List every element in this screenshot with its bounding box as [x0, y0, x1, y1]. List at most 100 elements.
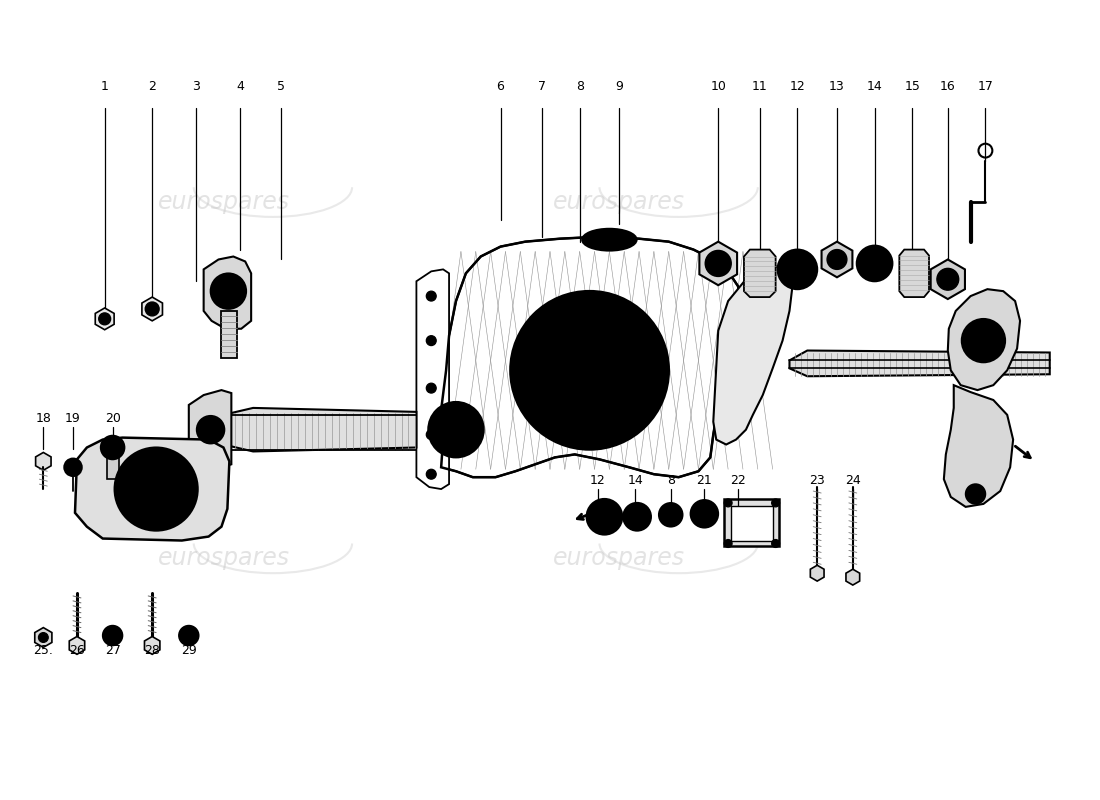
Circle shape: [785, 258, 810, 282]
Text: 18: 18: [35, 412, 52, 425]
Circle shape: [108, 630, 118, 641]
Circle shape: [427, 291, 437, 301]
Polygon shape: [931, 259, 965, 299]
Circle shape: [696, 506, 713, 522]
Circle shape: [102, 626, 122, 646]
Circle shape: [624, 503, 651, 530]
Text: 14: 14: [627, 474, 644, 487]
Text: 5: 5: [277, 80, 285, 94]
Text: 13: 13: [829, 80, 845, 94]
Polygon shape: [142, 297, 163, 321]
Text: 22: 22: [730, 474, 746, 487]
Bar: [732, 506, 772, 541]
Polygon shape: [846, 570, 860, 585]
Circle shape: [629, 509, 645, 525]
Text: 23: 23: [810, 474, 825, 487]
Circle shape: [827, 250, 847, 270]
Circle shape: [64, 458, 81, 476]
Text: 29: 29: [180, 644, 197, 658]
Polygon shape: [790, 350, 1049, 376]
Text: 20: 20: [104, 412, 121, 425]
Circle shape: [129, 462, 184, 517]
Circle shape: [530, 311, 649, 430]
Polygon shape: [69, 637, 85, 654]
Text: 16: 16: [939, 80, 956, 94]
Circle shape: [99, 313, 111, 325]
Polygon shape: [35, 628, 52, 647]
Bar: [724, 499, 779, 546]
Text: 1: 1: [101, 80, 109, 94]
Text: 15: 15: [904, 80, 920, 94]
Text: 21: 21: [696, 474, 713, 487]
Circle shape: [39, 633, 48, 642]
Text: eurospares: eurospares: [553, 190, 685, 214]
Bar: [107, 447, 119, 479]
Circle shape: [427, 383, 437, 393]
Circle shape: [175, 460, 185, 470]
Text: 3: 3: [191, 80, 200, 94]
Ellipse shape: [582, 229, 637, 250]
Text: 6: 6: [496, 80, 505, 94]
Circle shape: [594, 506, 615, 528]
Circle shape: [778, 250, 817, 289]
Polygon shape: [948, 289, 1020, 390]
Circle shape: [864, 253, 886, 274]
Circle shape: [175, 508, 185, 518]
Text: eurospares: eurospares: [553, 546, 685, 570]
Circle shape: [210, 274, 246, 309]
Polygon shape: [744, 250, 775, 297]
Polygon shape: [417, 270, 449, 489]
Text: 12: 12: [590, 474, 605, 487]
Circle shape: [966, 484, 986, 504]
Text: eurospares: eurospares: [157, 190, 289, 214]
Circle shape: [659, 503, 683, 526]
Circle shape: [586, 499, 623, 534]
Text: 26: 26: [69, 644, 85, 658]
Polygon shape: [35, 453, 51, 470]
Polygon shape: [811, 566, 824, 581]
Text: 24: 24: [845, 474, 860, 487]
Polygon shape: [441, 237, 742, 477]
Circle shape: [427, 430, 437, 439]
Text: 2: 2: [148, 80, 156, 94]
Circle shape: [724, 539, 733, 547]
Circle shape: [114, 447, 198, 530]
Circle shape: [724, 499, 733, 507]
Polygon shape: [700, 242, 737, 286]
Text: 7: 7: [538, 80, 546, 94]
Polygon shape: [900, 250, 930, 297]
Text: 19: 19: [65, 412, 81, 425]
Circle shape: [937, 268, 959, 290]
Circle shape: [427, 470, 437, 479]
Polygon shape: [75, 438, 230, 541]
Circle shape: [705, 250, 732, 276]
Circle shape: [663, 508, 678, 522]
Circle shape: [510, 291, 669, 450]
Circle shape: [438, 412, 474, 447]
Circle shape: [68, 462, 78, 472]
Text: 27: 27: [104, 644, 121, 658]
Text: 11: 11: [752, 80, 768, 94]
Circle shape: [145, 302, 160, 316]
Polygon shape: [144, 637, 159, 654]
Polygon shape: [713, 266, 792, 445]
Text: 4: 4: [236, 80, 244, 94]
Text: 14: 14: [867, 80, 882, 94]
Polygon shape: [822, 242, 853, 278]
Text: 28: 28: [144, 644, 161, 658]
Text: 8: 8: [667, 474, 674, 487]
Circle shape: [691, 500, 718, 528]
Circle shape: [128, 460, 138, 470]
Circle shape: [101, 436, 124, 459]
Text: 10: 10: [711, 80, 726, 94]
Text: 9: 9: [615, 80, 624, 94]
Polygon shape: [223, 408, 417, 451]
Circle shape: [857, 246, 892, 282]
Circle shape: [772, 499, 780, 507]
Polygon shape: [189, 390, 231, 467]
Circle shape: [197, 416, 224, 443]
Circle shape: [428, 402, 484, 458]
Text: eurospares: eurospares: [157, 546, 289, 570]
Circle shape: [184, 630, 194, 641]
Circle shape: [128, 508, 138, 518]
